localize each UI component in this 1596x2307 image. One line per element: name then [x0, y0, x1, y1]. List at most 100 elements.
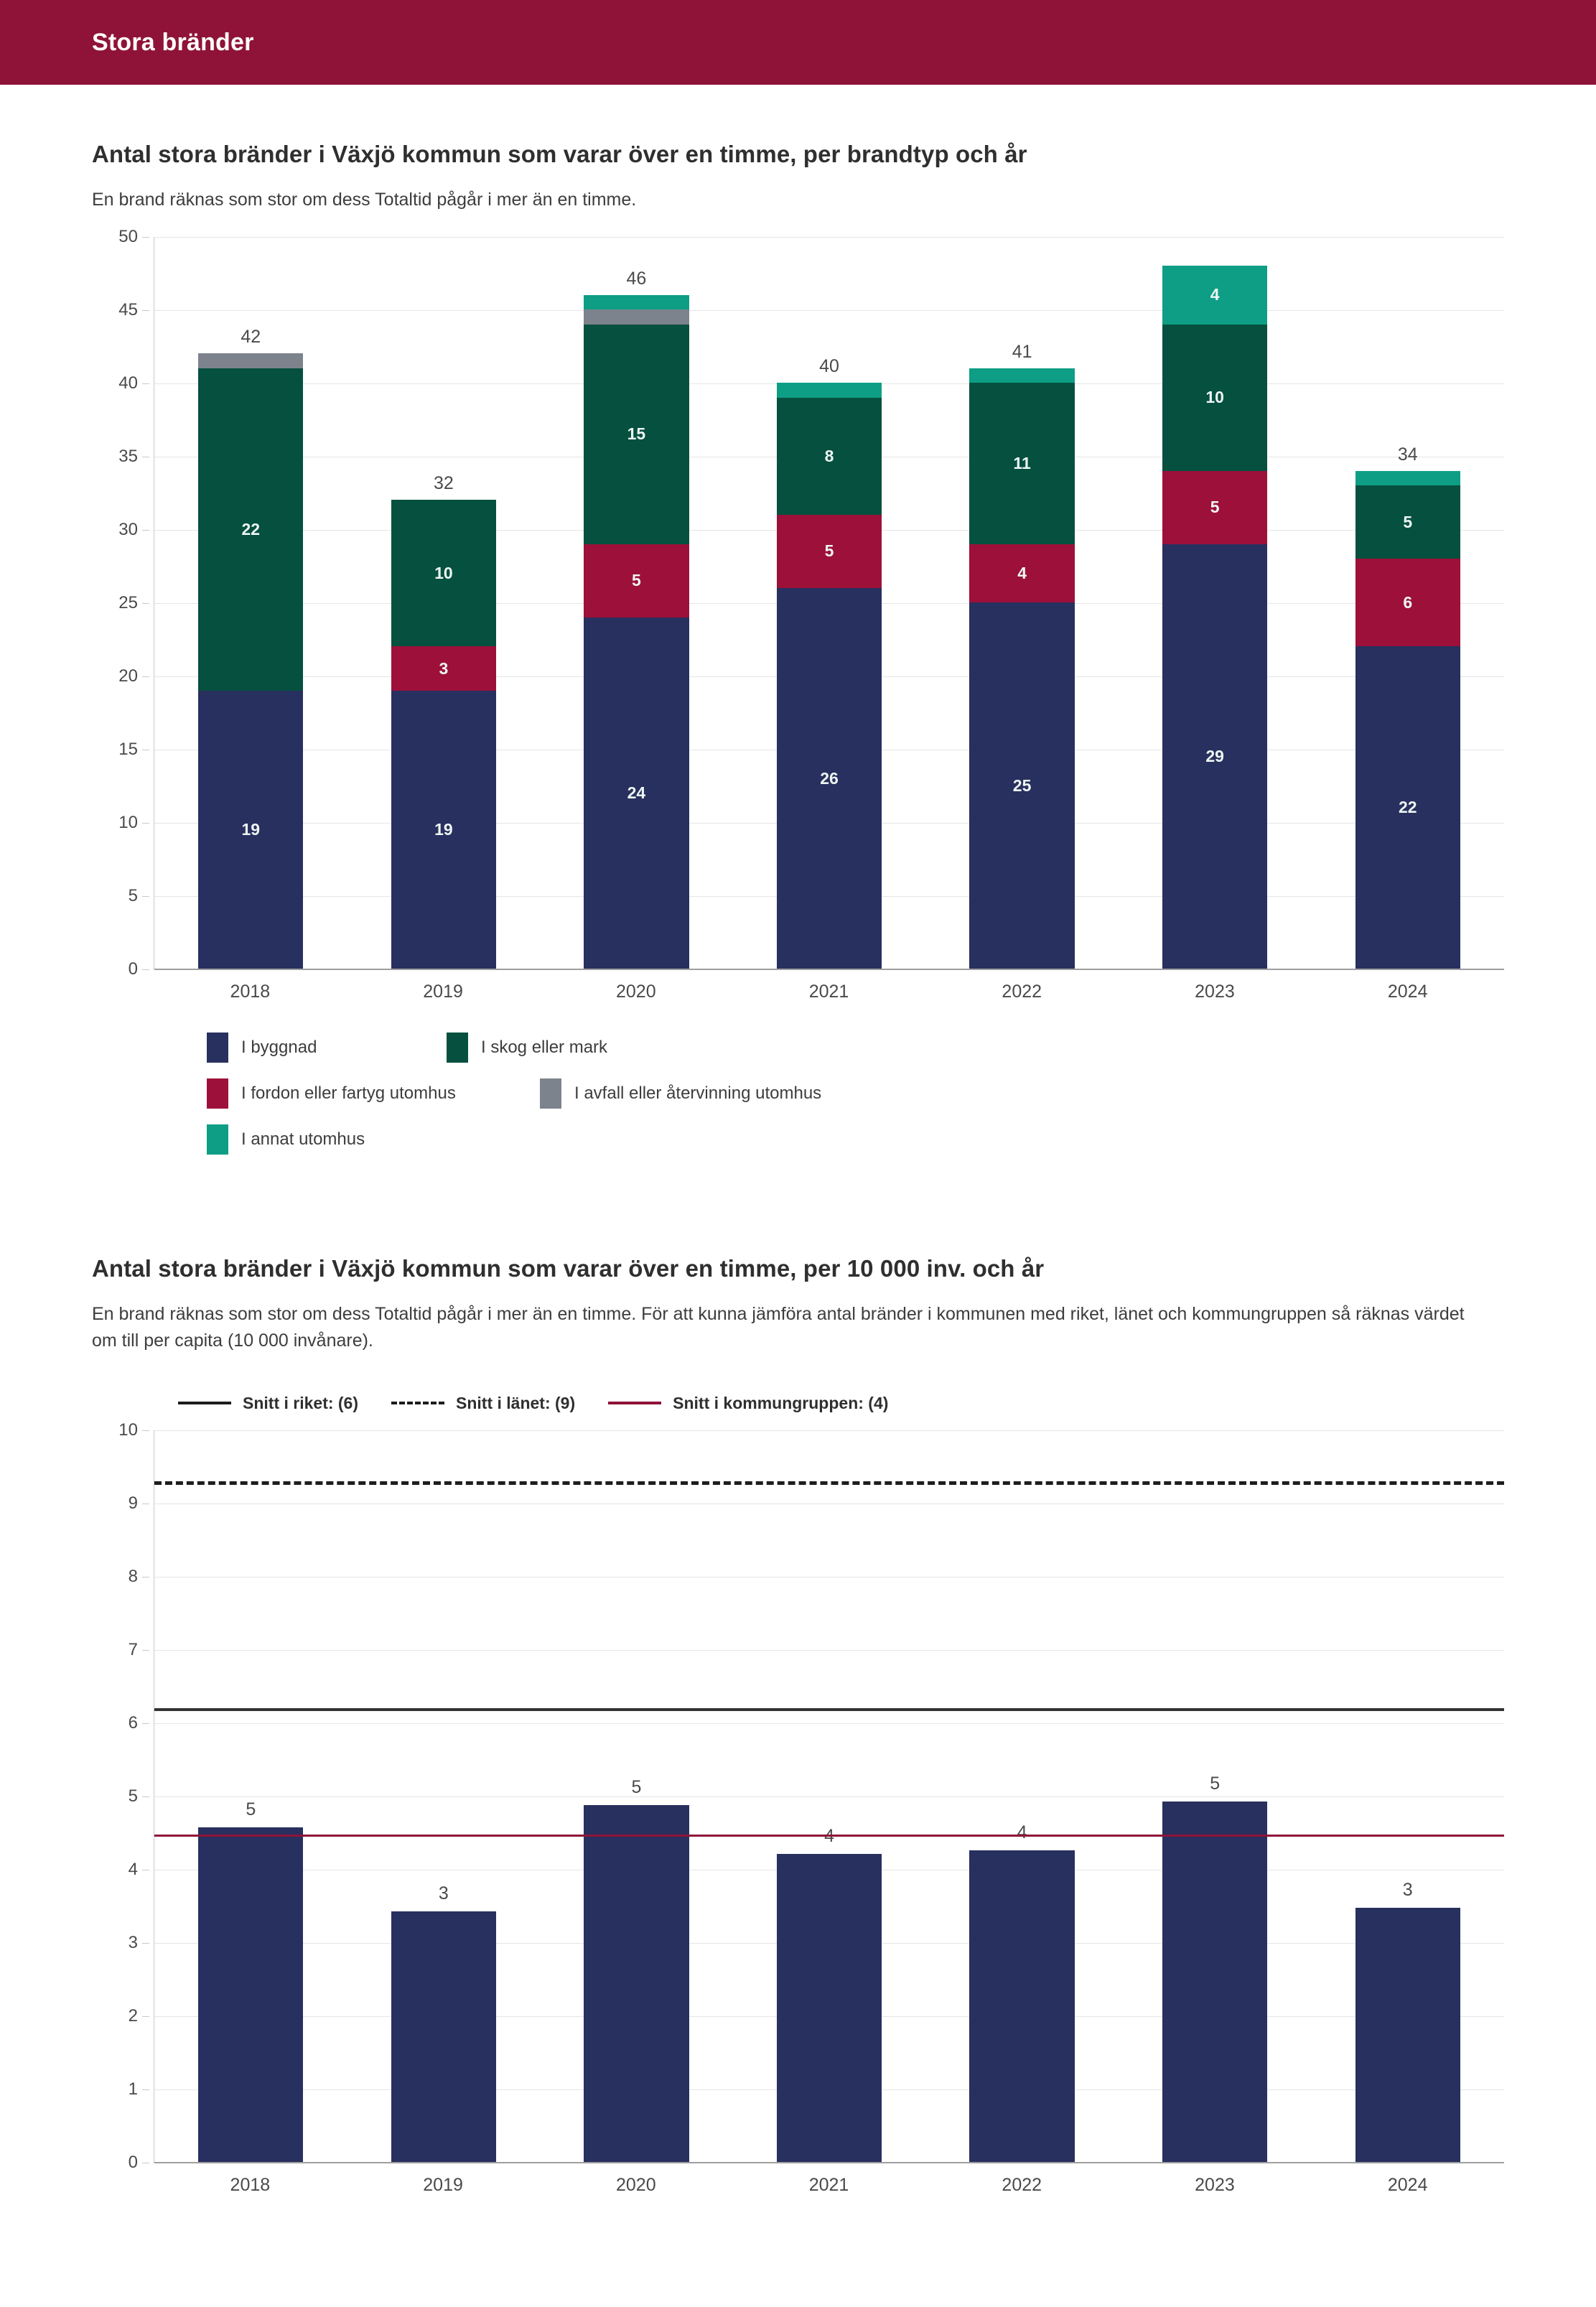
legend-item-label: I byggnad	[241, 1038, 317, 1058]
legend-item[interactable]: I avfall eller återvinning utomhus	[540, 1078, 841, 1109]
bar-slot[interactable]: 24 5 15 46	[540, 237, 733, 969]
value-bar[interactable]: 4	[969, 1822, 1075, 2162]
bar-segment[interactable]	[969, 368, 1075, 383]
legend-item-label: I avfall eller återvinning utomhus	[574, 1083, 822, 1104]
bar-segment[interactable]: 5	[584, 544, 689, 617]
bar-segment[interactable]	[584, 294, 689, 310]
y-tick-label: 15	[118, 740, 149, 760]
legend-item[interactable]: I byggnad	[207, 1033, 415, 1063]
y-tick-label: 10	[118, 1420, 149, 1440]
bar-slot[interactable]: 19 3 10 32	[347, 237, 541, 969]
bar-value-label: 4	[1017, 1822, 1027, 1843]
bar-value-label: 4	[824, 1826, 834, 1847]
bar-segment[interactable]: 5	[776, 514, 882, 588]
legend-item[interactable]: I annat utomhus	[207, 1124, 415, 1155]
stacked-bar[interactable]: 29 5 10 4	[1162, 266, 1268, 969]
bar-total-label: 40	[819, 356, 839, 377]
bar-segment[interactable]	[584, 309, 689, 325]
chart1-x-axis: 2018 2019 2020 2021 2022 2023 2024	[154, 969, 1504, 1002]
grid-line	[154, 1723, 1504, 1724]
y-tick-label: 0	[128, 2152, 150, 2172]
legend-item[interactable]: I fordon eller fartyg utomhus	[207, 1078, 508, 1109]
reference-line	[154, 1481, 1504, 1486]
y-tick-label: 6	[128, 1712, 150, 1733]
stacked-bar[interactable]: 19 22 42	[198, 327, 304, 969]
legend-line-icon	[391, 1402, 445, 1405]
bar-segment[interactable]	[776, 383, 882, 398]
bar-segment[interactable]: 19	[391, 690, 497, 969]
bar-segment[interactable]: 29	[1162, 544, 1268, 969]
bar-segment[interactable]: 26	[776, 587, 882, 969]
grid-line	[154, 1796, 1504, 1797]
bar-segment[interactable]: 25	[969, 602, 1075, 969]
bar-segment[interactable]: 6	[1355, 559, 1460, 647]
bar-slot[interactable]: 3	[1311, 1430, 1504, 2162]
reference-line	[154, 1708, 1504, 1712]
bar-total-label: 46	[626, 268, 647, 289]
legend-swatch-icon	[540, 1078, 561, 1109]
legend-swatch-icon	[207, 1124, 228, 1155]
bar-slot[interactable]: 29 5 10 4	[1119, 237, 1312, 969]
value-bar[interactable]: 5	[198, 1799, 304, 2162]
legend-swatch-icon	[207, 1078, 228, 1109]
bar-segment[interactable]: 22	[198, 368, 304, 691]
chart2-description: En brand räknas som stor om dess Totalti…	[92, 1304, 1465, 1351]
bar-slot[interactable]: 25 4 11 41	[925, 237, 1119, 969]
bar-total-label: 32	[433, 473, 454, 494]
bar-slot[interactable]: 19 22 42	[154, 237, 347, 969]
legend-item[interactable]: Snitt i länet: (9)	[391, 1394, 575, 1413]
chart2-x-axis: 2018 2019 2020 2021 2022 2023 2024	[154, 2163, 1504, 2196]
bar-segment[interactable]: 10	[391, 500, 497, 647]
bar-slot[interactable]: 3	[347, 1430, 541, 2162]
y-tick-label: 5	[128, 1786, 150, 1806]
value-bar[interactable]: 3	[391, 1883, 497, 2162]
stacked-bar[interactable]: 25 4 11 41	[969, 342, 1075, 969]
bar-value-label: 3	[1402, 1879, 1413, 1900]
bar-slot[interactable]: 5	[540, 1430, 733, 2162]
bar-slot[interactable]: 5	[154, 1430, 347, 2162]
stacked-bar[interactable]: 26 5 8 40	[776, 356, 882, 969]
x-tick-label: 2020	[615, 2174, 656, 2195]
chart1-plot-area: 19 22 42 19 3 10 32 24 5 15 46 26 5 8 40 25 4 11 41 29 5 10 4 2…	[154, 237, 1504, 971]
bar-segment[interactable]: 22	[1355, 646, 1460, 969]
bar-segment[interactable]: 24	[584, 617, 689, 969]
bar-segment[interactable]: 15	[584, 324, 689, 544]
legend-swatch-icon	[447, 1033, 468, 1063]
y-tick-label: 8	[128, 1566, 150, 1586]
bar-segment[interactable]: 5	[1355, 485, 1460, 559]
stacked-bar[interactable]: 22 6 5 34	[1355, 444, 1460, 969]
y-tick-label: 4	[128, 1859, 150, 1879]
value-bar[interactable]: 5	[1162, 1774, 1268, 2162]
bar-segment[interactable]: 5	[1162, 470, 1268, 544]
y-tick-label: 50	[118, 227, 149, 247]
section-brandtyp: Antal stora bränder i Växjö kommun som v…	[92, 85, 1504, 1170]
bar-segment[interactable]: 3	[391, 646, 497, 691]
legend-item-label: Snitt i länet: (9)	[456, 1393, 576, 1412]
legend-item[interactable]: I skog eller mark	[447, 1033, 655, 1063]
y-tick-label: 0	[128, 959, 150, 979]
bar-segment[interactable]	[198, 353, 304, 368]
bar-segment[interactable]	[1355, 470, 1460, 486]
bar-segment[interactable]: 4	[969, 544, 1075, 603]
stacked-bar[interactable]: 24 5 15 46	[584, 269, 689, 969]
stacked-bar[interactable]: 19 3 10 32	[391, 473, 497, 969]
bar-segment[interactable]: 8	[776, 397, 882, 515]
page-body: Antal stora bränder i Växjö kommun som v…	[0, 85, 1596, 2282]
bar-slot[interactable]: 22 6 5 34	[1311, 237, 1504, 969]
chart2: 0 1 2 3 4 5 6 7 8 9 10 5 3 5 4 4 5 3 2018 2019 2020 2021 202…	[92, 1420, 1504, 2196]
x-tick-label: 2022	[1002, 2174, 1042, 2195]
value-bar[interactable]: 5	[584, 1777, 689, 2162]
value-bar[interactable]: 4	[776, 1826, 882, 2162]
bar-slot[interactable]: 26 5 8 40	[733, 237, 926, 969]
legend-item[interactable]: Snitt i riket: (6)	[178, 1394, 358, 1413]
bar-segment[interactable]: 10	[1162, 324, 1268, 471]
bar-segment[interactable]: 11	[969, 383, 1075, 544]
bar-segment[interactable]: 19	[198, 690, 304, 969]
bar-slot[interactable]: 4	[925, 1430, 1119, 2162]
bar-slot[interactable]: 4	[733, 1430, 926, 2162]
value-bar[interactable]: 3	[1355, 1880, 1460, 2162]
bar-segment[interactable]: 4	[1162, 266, 1268, 325]
section-percapita: Antal stora bränder i Växjö kommun som v…	[92, 1170, 1504, 2196]
legend-item[interactable]: Snitt i kommungruppen: (4)	[608, 1394, 888, 1413]
bar-slot[interactable]: 5	[1119, 1430, 1312, 2162]
